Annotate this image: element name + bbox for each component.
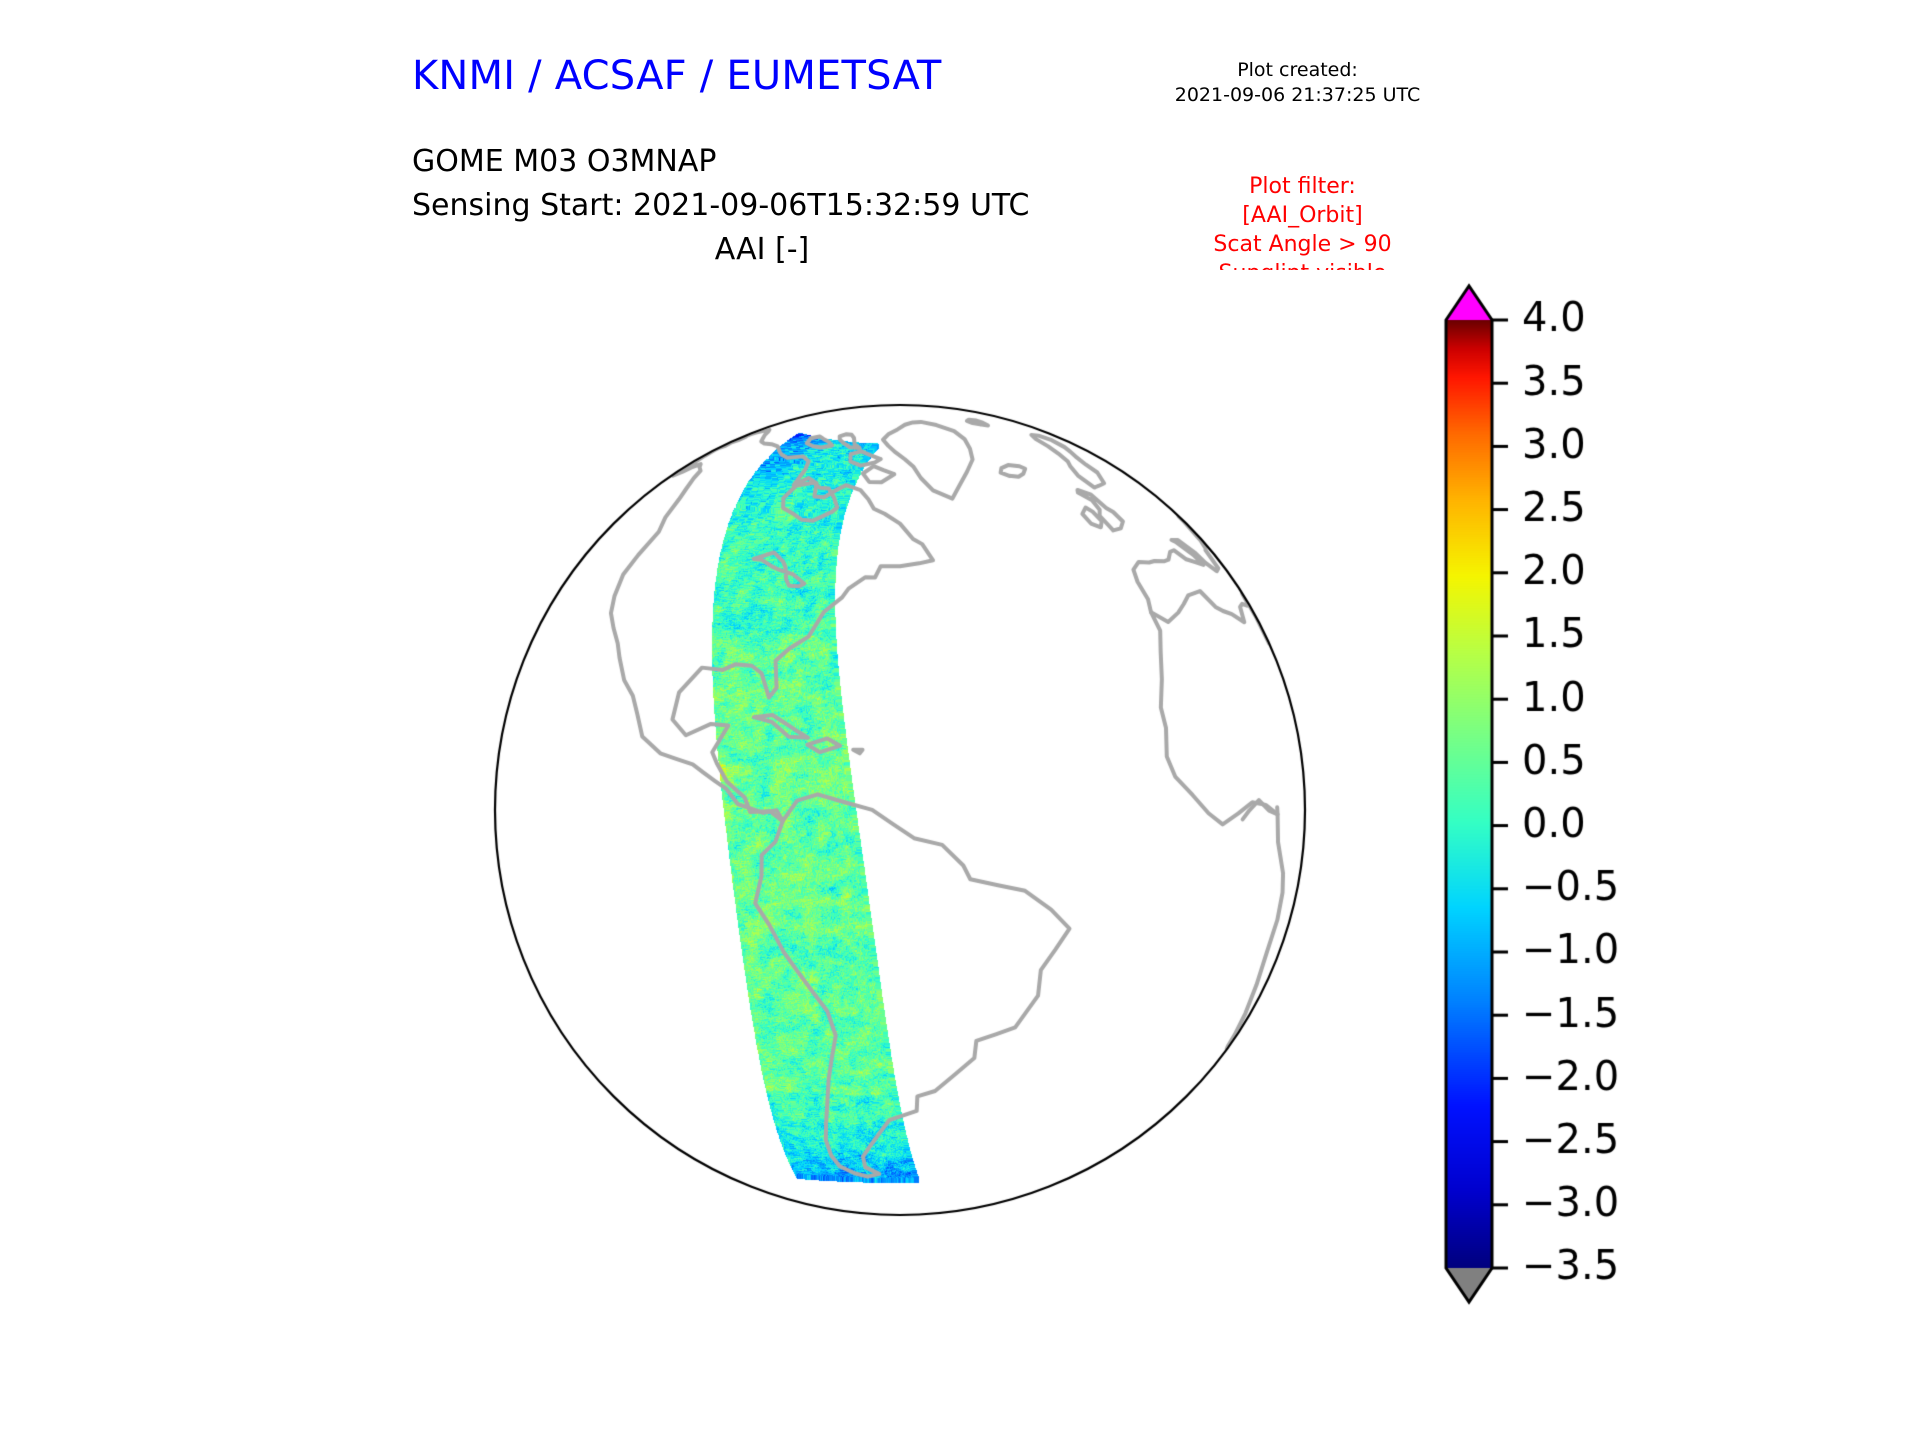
dataset-block: GOME M03 O3MNAP Sensing Start: 2021-09-0… (412, 140, 1029, 228)
colorbar-canvas (1430, 280, 1850, 1320)
plot-created-label: Plot created: (1237, 59, 1358, 81)
org-title: KNMI / ACSAF / EUMETSAT (412, 53, 942, 99)
plot-filter-line-2: Scat Angle > 90 (1213, 232, 1392, 257)
sensing-start: Sensing Start: 2021-09-06T15:32:59 UTC (412, 188, 1030, 223)
plot-created-value: 2021-09-06 21:37:25 UTC (1174, 84, 1421, 106)
globe-map-canvas (390, 270, 1410, 1350)
page-title: AAI [-] (714, 232, 810, 267)
plot-created-block: Plot created: 2021-09-06 21:37:25 UTC (1145, 58, 1450, 108)
plot-filter-line-1: [AAI_Orbit] (1242, 203, 1363, 228)
colorbar (1430, 280, 1850, 1320)
dataset-name: GOME M03 O3MNAP (412, 144, 717, 179)
plot-filter-line-0: Plot filter: (1249, 174, 1356, 199)
globe-map (390, 270, 1410, 1350)
